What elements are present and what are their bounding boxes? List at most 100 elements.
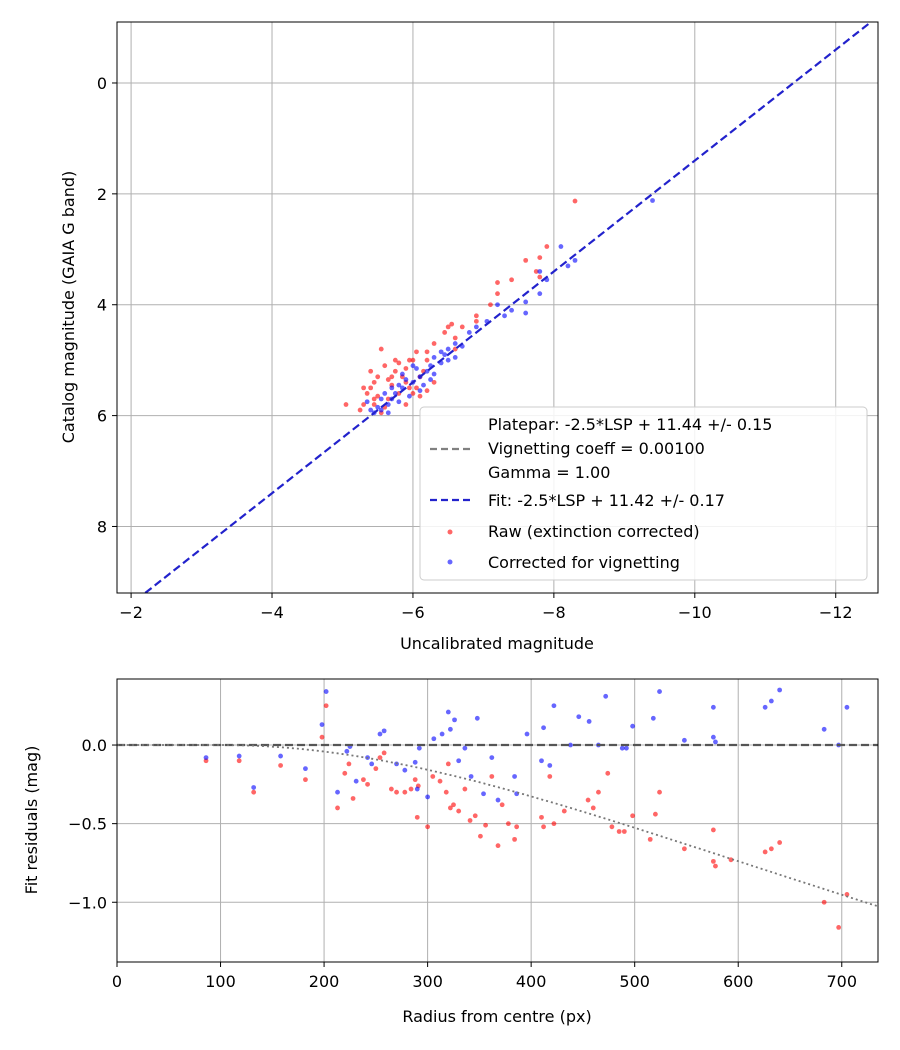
corrected-point	[473, 324, 479, 330]
raw-point	[473, 313, 479, 319]
raw-point	[483, 822, 488, 828]
corrected-point	[378, 407, 384, 413]
corrected-point	[389, 385, 395, 391]
raw-point	[381, 750, 387, 756]
corrected-point	[353, 778, 359, 784]
corrected-point	[416, 745, 422, 751]
corrected-point	[576, 714, 582, 720]
x-tick-label: 600	[723, 972, 754, 991]
raw-point	[585, 797, 591, 803]
corrected-point	[399, 371, 405, 377]
corrected-point	[603, 693, 609, 699]
corrected-point	[495, 797, 501, 803]
corrected-point	[558, 244, 564, 249]
raw-point	[412, 777, 418, 783]
residuals-chart: 0 100 200 300 400 500 600 700 0.0 −0.5 −1.0 Radius…	[22, 678, 879, 1026]
raw-point	[445, 761, 451, 767]
x-tick-label: −2	[119, 603, 143, 622]
raw-point	[488, 302, 493, 308]
raw-point	[403, 402, 409, 407]
fit-line	[143, 22, 873, 593]
x-tick-label: −4	[260, 603, 284, 622]
corrected-point	[303, 766, 308, 772]
y-tick-label: 8	[97, 517, 107, 536]
corrected-point	[278, 753, 283, 759]
bottom-grid	[116, 679, 878, 962]
raw-point	[495, 291, 500, 297]
corrected-point	[377, 731, 383, 737]
corrected-point	[468, 774, 474, 779]
raw-point	[547, 774, 553, 779]
raw-point	[425, 824, 431, 830]
corrected-point	[821, 726, 827, 732]
y-tick-label: 2	[97, 185, 107, 204]
raw-point	[596, 789, 601, 795]
raw-point	[836, 925, 842, 930]
corrected-point	[502, 313, 507, 319]
y-tick-label: 0	[97, 74, 107, 93]
raw-point	[431, 379, 437, 385]
x-tick-label: 300	[412, 972, 443, 991]
corrected-point	[537, 291, 543, 297]
corrected-point	[385, 410, 391, 416]
raw-point	[621, 829, 627, 834]
corrected-point	[452, 341, 458, 346]
corrected-point	[396, 399, 402, 405]
raw-point	[537, 255, 543, 261]
corrected-point	[410, 363, 416, 369]
raw-point	[533, 269, 539, 274]
raw-point	[768, 846, 774, 852]
raw-point	[388, 786, 394, 792]
corrected-point	[425, 794, 431, 800]
raw-point	[407, 385, 412, 391]
raw-point	[410, 357, 416, 363]
corrected-point	[624, 745, 629, 751]
corrected-point	[452, 354, 458, 360]
raw-point	[251, 789, 257, 795]
raw-point	[385, 396, 391, 402]
raw-point	[499, 802, 505, 808]
x-tick-label: −10	[678, 603, 712, 622]
raw-point	[467, 818, 473, 823]
raw-point	[375, 374, 381, 380]
corrected-point	[489, 755, 495, 761]
raw-point	[473, 318, 479, 324]
corrected-point	[431, 736, 437, 742]
y-tick-label: −0.5	[68, 815, 107, 834]
top-plot-area	[143, 22, 873, 593]
raw-point	[681, 846, 687, 852]
raw-point	[414, 349, 419, 355]
raw-point	[403, 366, 409, 371]
raw-point	[377, 755, 383, 761]
raw-point	[495, 843, 501, 849]
corrected-point	[523, 299, 529, 305]
top-ticks: −2 −4 −6 −8 −10 −12 0 2 4 6 8	[97, 74, 853, 622]
raw-point	[392, 368, 398, 374]
raw-point	[478, 833, 483, 839]
corrected-point	[381, 728, 387, 734]
corrected-point	[547, 763, 553, 768]
corrected-point	[474, 715, 480, 721]
x-tick-label: 0	[112, 972, 122, 991]
raw-point	[561, 808, 567, 814]
raw-point	[389, 374, 395, 380]
corrected-point	[414, 366, 419, 371]
raw-point	[378, 346, 384, 352]
raw-point	[407, 357, 412, 363]
raw-point	[657, 789, 662, 795]
raw-point	[647, 836, 653, 842]
corrected-point	[539, 758, 544, 764]
raw-point	[551, 821, 557, 827]
raw-point	[382, 363, 388, 369]
corrected-point	[236, 753, 242, 759]
raw-point	[449, 321, 455, 327]
corrected-point	[619, 745, 625, 751]
corrected-point	[523, 310, 529, 316]
corrected-point	[650, 198, 655, 203]
legend-raw-marker	[447, 529, 453, 535]
raw-point	[368, 385, 374, 391]
corrected-point	[650, 715, 656, 721]
corrected-point	[462, 745, 468, 751]
raw-point	[447, 805, 453, 811]
